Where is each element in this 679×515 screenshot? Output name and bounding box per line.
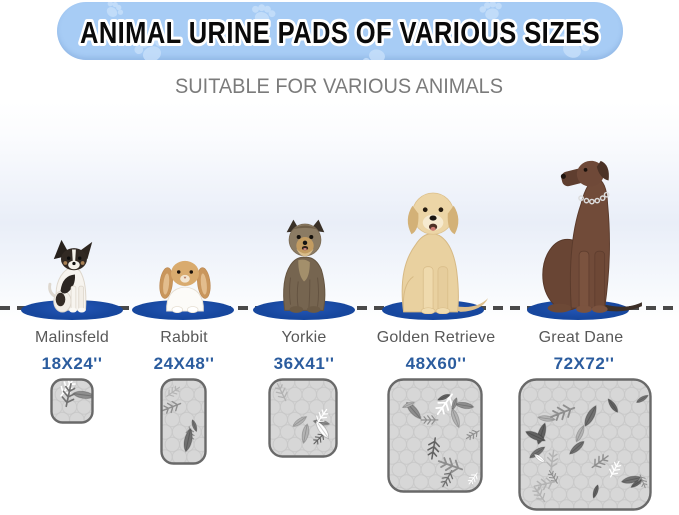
leaf-print-icon: [166, 385, 181, 397]
leaf-print-icon: [636, 394, 649, 403]
yorkie-image: [283, 219, 326, 313]
leaf-print-icon: [592, 484, 599, 499]
animal-name-label: Golden Retrieve: [376, 329, 496, 346]
leaf-print-icon: [534, 477, 556, 491]
paw-print-icon: [106, 2, 124, 18]
subtitle-row: SUITABLE FOR VARIOUS ANIMALS: [0, 70, 679, 102]
leaf-print-icon: [607, 398, 619, 413]
animal-name-label: Yorkie: [281, 329, 327, 346]
paw-print-icon: [252, 4, 276, 24]
chihuahua-image: [48, 239, 93, 313]
leaf-print-icon: [529, 446, 546, 459]
pad-graphic-36x41: [268, 378, 338, 463]
pad-size-label: 72X72'': [553, 354, 615, 373]
leaf-print-icon: [292, 416, 308, 427]
leaf-print-icon: [440, 469, 454, 488]
leaf-print-icon: [274, 382, 288, 402]
leaf-print-icon: [533, 453, 546, 463]
leaf-print-icon: [437, 393, 451, 401]
pad-size-label: 48X60'': [405, 354, 467, 373]
leaf-print-icon: [575, 424, 585, 443]
pad-graphic-18x24: [50, 378, 94, 429]
pad-size-label: 18X24'': [41, 354, 103, 373]
leaf-print-icon: [465, 429, 480, 441]
paw-print-icon: [561, 32, 590, 58]
leaf-print-icon: [591, 454, 609, 469]
leaf-print-icon: [467, 472, 478, 485]
leaf-print-icon: [609, 460, 622, 478]
leaf-print-icon: [72, 390, 93, 400]
leaf-print-icon: [584, 404, 597, 427]
leaf-print-icon: [61, 383, 76, 408]
leaf-print-icon: [301, 423, 310, 445]
pad-graphic-24x48: [160, 378, 207, 470]
title-banner: ANIMAL URINE PADS OF VARIOUS SIZES: [57, 2, 623, 60]
leaf-print-icon: [316, 408, 329, 425]
leaf-print-icon: [183, 427, 193, 453]
leaf-print-icon: [620, 475, 643, 484]
leaf-print-icon: [401, 401, 415, 409]
paw-print-pattern: [106, 2, 590, 60]
animal-name-label: Malinsfeld: [34, 329, 110, 346]
leaf-print-icon: [191, 419, 198, 433]
animal-name-label: Great Dane: [538, 329, 624, 346]
animal-name-label: Rabbit: [160, 329, 208, 346]
leaf-print-icon: [437, 457, 464, 474]
leaf-print-icon: [532, 485, 546, 503]
leaf-print-icon: [450, 408, 460, 429]
leaf-print-icon: [315, 420, 330, 439]
pad-size-label: 36X41'': [273, 354, 335, 373]
leaf-print-icon: [525, 430, 547, 442]
leaf-print-icon: [427, 437, 441, 460]
paw-print-icon: [362, 49, 385, 60]
leaf-print-icon: [420, 415, 439, 425]
leaf-print-icon: [546, 449, 559, 471]
leaf-print-icon: [161, 400, 182, 414]
rabbit-image: [159, 260, 211, 313]
leaf-print-icon: [638, 474, 648, 489]
pad-size-label: 24X48'': [153, 354, 215, 373]
chain-collar: [578, 191, 610, 205]
leaf-print-icon: [569, 440, 585, 455]
great-dane-image: [542, 160, 642, 313]
leaf-print-icon: [547, 470, 559, 484]
page-title: ANIMAL URINE PADS OF VARIOUS SIZES: [80, 15, 600, 50]
pad-graphic-48x60: [387, 378, 483, 498]
golden-retriever-image: [401, 192, 489, 314]
banner-title-svg: ANIMAL URINE PADS OF VARIOUS SIZES: [77, 12, 603, 53]
leaf-print-icon: [313, 432, 326, 445]
subtitle-text: SUITABLE FOR VARIOUS ANIMALS: [175, 74, 503, 98]
leaf-print-icon: [550, 404, 576, 421]
pad-graphic-72x72: [518, 378, 652, 515]
paw-print-icon: [479, 2, 502, 20]
paw-print-icon: [134, 36, 164, 60]
